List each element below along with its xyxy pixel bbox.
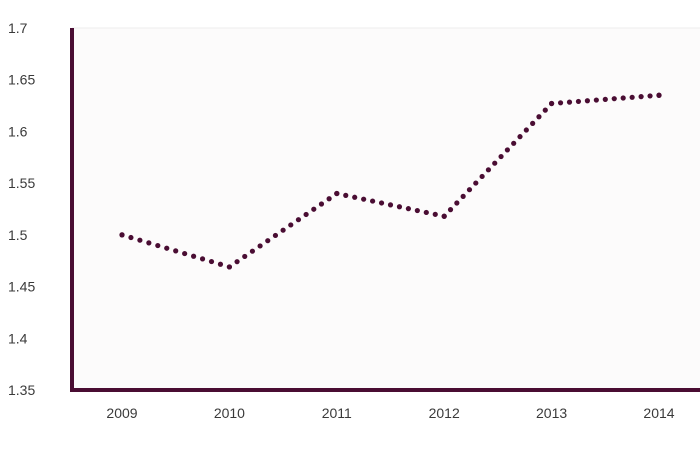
data-point-2010: [226, 264, 232, 270]
x-tick-label: 2014: [643, 405, 674, 421]
line-dot: [265, 238, 271, 244]
x-tick-label: 2012: [429, 405, 460, 421]
line-dot: [378, 200, 385, 206]
line-dot: [173, 248, 179, 254]
line-dot: [257, 243, 263, 249]
y-tick-label: 1.4: [8, 330, 28, 346]
line-dot: [542, 107, 548, 113]
line-dot: [191, 253, 197, 259]
line-dot: [242, 253, 248, 260]
plot-area: [72, 28, 700, 390]
data-point-2014: [656, 92, 662, 98]
line-dot: [249, 248, 256, 254]
line-dot: [447, 207, 454, 213]
line-dot: [234, 259, 240, 265]
line-dot: [492, 160, 498, 166]
line-dot: [272, 232, 279, 239]
line-dot: [280, 227, 286, 233]
data-point-2011: [334, 190, 340, 197]
line-dot: [566, 99, 573, 105]
line-dot: [620, 95, 626, 101]
line-dot: [414, 207, 420, 214]
line-dot: [303, 211, 309, 218]
line-dot: [611, 96, 617, 102]
line-dot: [370, 198, 376, 204]
y-tick-label: 1.45: [8, 279, 35, 295]
y-axis-tick-labels: 1.35 1.4 1.45 1.5 1.55 1.6 1.65 1.7: [8, 20, 35, 398]
x-axis-tick-labels: 2009 2010 2011 2012 2013 2014: [106, 405, 674, 421]
y-tick-label: 1.6: [8, 123, 28, 139]
data-point-2013: [549, 100, 555, 107]
line-dot: [530, 120, 536, 126]
line-dot: [396, 204, 403, 210]
x-tick-label: 2010: [214, 405, 245, 421]
line-dot: [128, 234, 134, 241]
line-dot: [473, 180, 479, 186]
line-dot: [504, 147, 510, 153]
line-dot: [557, 100, 564, 106]
line-dot: [466, 187, 473, 193]
line-dot: [602, 96, 608, 102]
line-dot: [629, 94, 635, 100]
line-dot: [146, 240, 152, 246]
data-point-2009: [119, 232, 125, 238]
line-dot: [647, 93, 653, 99]
line-dot: [517, 134, 523, 140]
data-point-2012: [441, 213, 447, 219]
line-dot: [361, 196, 367, 202]
line-dot: [638, 94, 644, 100]
line-dot: [387, 202, 394, 208]
line-dot: [343, 192, 349, 198]
line-dot: [405, 206, 411, 212]
x-tick-label: 2013: [536, 405, 567, 421]
line-dot: [511, 140, 517, 146]
line-dot: [288, 222, 294, 228]
line-dot: [295, 217, 302, 223]
y-tick-label: 1.7: [8, 20, 28, 36]
line-dot: [454, 200, 460, 206]
line-dot: [217, 261, 224, 267]
line-dot: [460, 193, 466, 199]
y-tick-label: 1.35: [8, 382, 35, 398]
line-dot: [311, 206, 317, 212]
line-dot: [199, 256, 206, 262]
series-layer: [119, 92, 662, 270]
plot-background-layer: [72, 27, 700, 390]
line-dot: [326, 196, 332, 202]
x-tick-label: 2011: [322, 405, 352, 421]
line-dot: [575, 98, 582, 105]
line-dot: [352, 194, 358, 200]
line-dot: [584, 98, 591, 104]
line-dot: [164, 245, 170, 251]
line-dot: [155, 242, 161, 249]
line-dot: [485, 167, 492, 173]
line-dot: [523, 127, 529, 133]
y-tick-label: 1.5: [8, 227, 28, 243]
line-dot: [432, 211, 438, 217]
series-line: [119, 92, 662, 270]
y-tick-label: 1.55: [8, 175, 35, 191]
y-tick-label: 1.65: [8, 72, 35, 88]
line-dot: [182, 250, 188, 257]
axes-layer: [70, 28, 700, 392]
line-dot: [536, 114, 542, 120]
line-dot: [479, 173, 485, 180]
line-dot: [318, 201, 325, 207]
line-dot: [593, 97, 599, 103]
line-dot: [208, 258, 215, 265]
line-dot: [137, 237, 143, 243]
x-tick-label: 2009: [106, 405, 137, 421]
line-dot: [498, 153, 504, 160]
line-dot: [423, 209, 429, 216]
